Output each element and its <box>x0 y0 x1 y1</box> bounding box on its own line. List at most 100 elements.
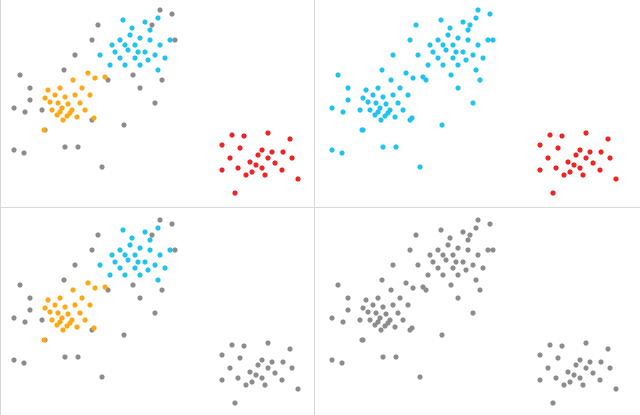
scatter-point <box>573 362 579 368</box>
scatter-point <box>135 259 141 265</box>
scatter-point <box>147 37 153 43</box>
scatter-point <box>227 365 233 371</box>
scatter-point <box>587 149 593 155</box>
scatter-point <box>157 217 163 223</box>
scatter-point <box>132 252 138 258</box>
scatter-point <box>107 272 113 278</box>
scatter-point <box>561 172 567 178</box>
scatter-point <box>72 52 78 58</box>
scatter-point <box>272 370 278 376</box>
scatter-point <box>537 167 543 173</box>
scatter-point <box>27 97 33 103</box>
scatter-point <box>420 284 426 290</box>
scatter-point <box>480 55 486 61</box>
scatter-point <box>467 22 473 28</box>
scatter-point <box>409 325 415 331</box>
scatter-point <box>453 259 459 265</box>
scatter-point <box>61 67 67 73</box>
scatter-point <box>77 310 83 316</box>
scatter-point <box>27 307 33 313</box>
scatter-point <box>99 164 105 170</box>
scatter-point <box>403 280 409 286</box>
scatter-point <box>467 232 473 238</box>
scatter-point <box>92 285 98 291</box>
scatter-point <box>435 37 441 43</box>
scatter-point <box>47 99 53 105</box>
scatter-point <box>61 277 67 283</box>
scatter-point <box>378 327 384 333</box>
scatter-point <box>149 232 155 238</box>
scatter-point <box>259 147 265 153</box>
scatter-point <box>137 62 143 68</box>
scatter-point <box>463 267 469 273</box>
scatter-point <box>390 92 396 98</box>
scatter-point <box>21 360 27 366</box>
scatter-point <box>400 107 406 113</box>
scatter-point <box>545 365 551 371</box>
scatter-point <box>55 310 61 316</box>
scatter-point <box>91 325 97 331</box>
scatter-point <box>65 311 71 317</box>
scatter-point <box>455 295 461 301</box>
scatter-point <box>537 377 543 383</box>
scatter-point <box>155 15 161 21</box>
scatter-point <box>439 122 445 128</box>
scatter-point <box>162 265 168 271</box>
scatter-point <box>142 229 148 235</box>
scatter-point <box>487 221 493 227</box>
scatter-point <box>415 52 421 58</box>
scatter-point <box>121 332 127 338</box>
scatter-point <box>55 100 61 106</box>
scatter-point <box>243 382 249 388</box>
scatter-point <box>60 117 66 123</box>
scatter-point <box>613 176 619 182</box>
scatter-point <box>440 62 446 68</box>
scatter-point <box>360 95 366 101</box>
scatter-point <box>378 117 384 123</box>
scatter-point <box>255 362 261 368</box>
scatter-point <box>82 317 88 323</box>
scatter-point <box>11 105 17 111</box>
scatter-point <box>443 257 449 263</box>
scatter-point <box>11 315 17 321</box>
scatter-point <box>345 85 351 91</box>
scatter-point <box>453 49 459 55</box>
scatter-point <box>265 155 271 161</box>
scatter-point <box>335 282 341 288</box>
scatter-point <box>443 47 449 53</box>
scatter-point <box>383 101 389 107</box>
scatter-point <box>130 282 136 288</box>
scatter-point <box>470 310 476 316</box>
scatter-point <box>157 252 163 258</box>
scatter-point <box>583 340 589 346</box>
scatter-point <box>583 155 589 161</box>
scatter-point <box>345 307 351 313</box>
scatter-point <box>57 109 63 115</box>
scatter-point <box>287 136 293 142</box>
scatter-point <box>329 147 335 153</box>
scatter-point <box>392 114 398 120</box>
scatter-point <box>597 377 603 383</box>
scatter-point <box>340 319 346 325</box>
scatter-point <box>598 149 604 155</box>
scatter-point <box>41 337 47 343</box>
scatter-point <box>57 319 63 325</box>
scatter-point <box>41 127 47 133</box>
scatter-point <box>42 305 48 311</box>
scatter-point <box>122 42 128 48</box>
scatter-point <box>95 22 101 28</box>
scatter-point <box>172 37 178 43</box>
scatter-point <box>485 247 491 253</box>
scatter-point <box>109 42 115 48</box>
scatter-point <box>598 359 604 365</box>
scatter-point <box>571 372 577 378</box>
scatter-point <box>360 305 366 311</box>
scatter-point <box>440 252 446 258</box>
scatter-point <box>229 342 235 348</box>
scatter-point <box>27 85 33 91</box>
scatter-point <box>395 310 401 316</box>
scatter-point <box>137 35 143 41</box>
scatter-point <box>152 310 158 316</box>
scatter-point <box>79 85 85 91</box>
